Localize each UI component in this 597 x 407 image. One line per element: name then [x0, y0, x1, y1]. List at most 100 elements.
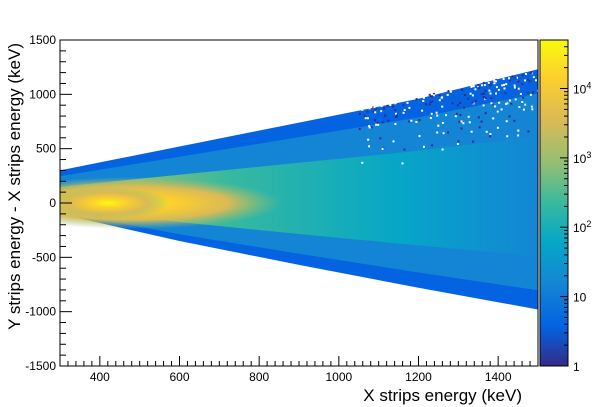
- heatmap-speckle: [531, 108, 533, 110]
- plot-area: [0, 69, 539, 309]
- heatmap-speckle: [447, 90, 449, 92]
- heatmap-speckle: [461, 121, 463, 123]
- heatmap-speckle: [473, 85, 475, 87]
- heatmap-speckle: [532, 91, 534, 93]
- color-bar-tick-label: 102: [573, 219, 591, 235]
- heatmap-speckle: [369, 107, 371, 109]
- heatmap-speckle: [469, 121, 471, 123]
- y-tick-label: 1500: [29, 33, 56, 47]
- heatmap-speckle: [458, 140, 460, 142]
- heatmap-speckle: [515, 98, 517, 100]
- heatmap-speckle: [387, 120, 389, 122]
- heatmap-speckle: [394, 123, 396, 125]
- heatmap-speckle: [464, 94, 466, 96]
- heatmap-speckle: [368, 125, 370, 127]
- heatmap-speckle: [518, 80, 520, 82]
- heatmap-speckle: [481, 84, 483, 86]
- heatmap-speckle: [381, 105, 383, 107]
- heatmap-speckle: [431, 144, 433, 146]
- heatmap-speckle: [461, 89, 463, 91]
- heatmap-speckle: [505, 83, 507, 85]
- heatmap-speckle: [373, 106, 375, 108]
- heatmap-speckle: [374, 111, 376, 113]
- heatmap-speckle: [504, 88, 506, 90]
- heatmap-speckle: [361, 109, 363, 111]
- heatmap-speckle: [404, 109, 406, 111]
- heatmap-speckle: [475, 100, 477, 102]
- heatmap-speckle: [470, 93, 472, 95]
- heatmap-speckle: [393, 140, 395, 142]
- heatmap-speckle: [425, 103, 427, 105]
- y-tick-label: -1500: [25, 359, 56, 373]
- color-bar: 110102103104: [540, 40, 591, 374]
- heatmap-speckle: [403, 104, 405, 106]
- heatmap-speckle: [447, 94, 449, 96]
- heatmap-speckle: [497, 127, 499, 129]
- heatmap-speckle: [509, 100, 511, 102]
- heatmap-speckle: [495, 93, 497, 95]
- heatmap-speckle: [359, 113, 361, 115]
- heatmap-speckle: [518, 88, 520, 90]
- heatmap-speckle: [380, 110, 382, 112]
- y-axis-title: Y strips energy - X strips energy (keV): [5, 43, 24, 330]
- color-bar-tick-label: 1: [573, 360, 580, 374]
- heatmap-speckle: [530, 94, 532, 96]
- color-bar-tick-label: 10: [573, 291, 587, 305]
- heatmap-speckle: [364, 115, 366, 117]
- x-axis: 400 600 800 1000 1200 1400: [60, 356, 538, 384]
- heatmap-speckle: [421, 110, 423, 112]
- heatmap-speckle: [423, 146, 425, 148]
- y-tick-label: -500: [32, 250, 56, 264]
- heatmap-speckle: [472, 102, 474, 104]
- heatmap-speckle: [485, 97, 487, 99]
- heatmap-speckle: [470, 86, 472, 88]
- heatmap-speckle: [450, 91, 452, 93]
- heatmap-speckle: [501, 84, 503, 86]
- heatmap-speckle: [382, 148, 384, 150]
- heatmap-speckle: [443, 132, 445, 134]
- heatmap-speckle: [517, 130, 519, 132]
- heatmap-speckle: [484, 90, 486, 92]
- heatmap-speckle: [457, 143, 459, 145]
- heatmap-speckle: [493, 82, 495, 84]
- heatmap-speckle: [416, 98, 418, 100]
- heatmap-speckle: [472, 141, 474, 143]
- heatmap-speckle: [452, 102, 454, 104]
- heatmap-speckle: [394, 109, 396, 111]
- heatmap-speckle: [403, 112, 405, 114]
- heatmap-speckle: [477, 84, 479, 86]
- heatmap-speckle: [402, 162, 404, 164]
- x-tick-label: 1000: [325, 370, 352, 384]
- heatmap-speckle: [495, 80, 497, 82]
- heatmap-speckle: [510, 103, 512, 105]
- x-tick-label: 800: [249, 370, 269, 384]
- heatmap-speckle: [468, 116, 470, 118]
- heatmap-speckle: [494, 105, 496, 107]
- heatmap-speckle: [382, 121, 384, 123]
- heatmap-speckle: [479, 126, 481, 128]
- heatmap-speckle: [456, 113, 458, 115]
- heatmap-speckle: [407, 102, 409, 104]
- heatmap-speckle: [471, 131, 473, 133]
- heatmap-speckle: [366, 111, 368, 113]
- heatmap-speckle: [531, 106, 533, 108]
- heatmap-speckle: [467, 98, 469, 100]
- heatmap-speckle: [524, 79, 526, 81]
- heatmap-speckle: [517, 134, 519, 136]
- heatmap-speckle: [429, 94, 431, 96]
- heatmap-speckle: [514, 87, 516, 89]
- heatmap-speckle: [527, 92, 529, 94]
- heatmap-speckle: [533, 76, 535, 78]
- heatmap-speckle: [498, 89, 500, 91]
- heatmap-speckle: [439, 94, 441, 96]
- heatmap-speckle: [521, 83, 523, 85]
- heatmap-speckle: [367, 117, 369, 119]
- y-tick-label: 500: [36, 142, 56, 156]
- heatmap-speckle: [489, 135, 491, 137]
- heatmap-speckle: [490, 93, 492, 95]
- heatmap-speckle: [442, 122, 444, 124]
- heatmap-speckle: [488, 90, 490, 92]
- heatmap-speckle: [483, 104, 485, 106]
- heatmap-speckle: [431, 96, 433, 98]
